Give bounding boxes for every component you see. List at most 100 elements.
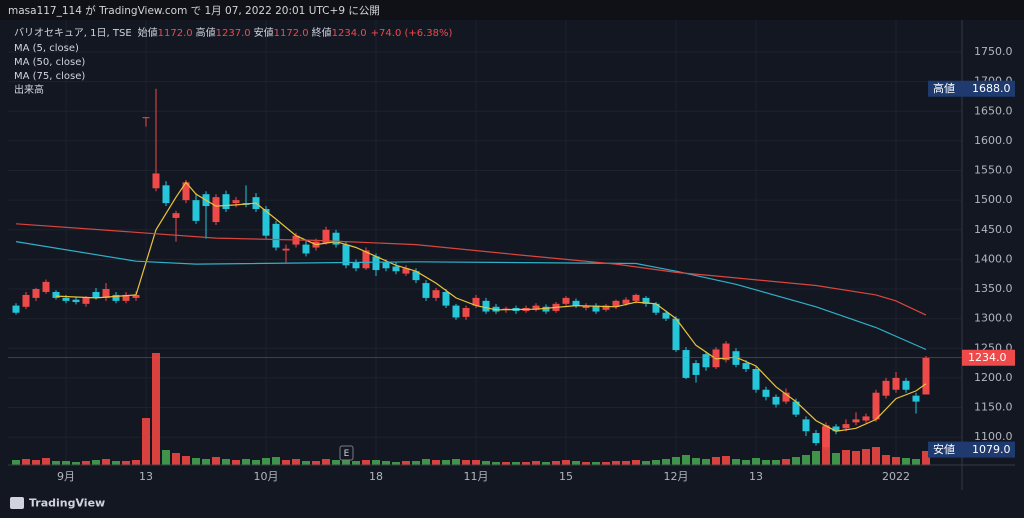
volume-bar (802, 455, 810, 465)
volume-bar (452, 459, 460, 465)
volume-bar (242, 459, 250, 465)
candle-body (542, 306, 550, 312)
volume-bar (112, 461, 120, 465)
candle-body (332, 232, 340, 245)
candle-body (592, 305, 600, 312)
x-tick-label: 10月 (254, 470, 279, 483)
volume-bar (362, 460, 370, 465)
candle-body (652, 303, 660, 313)
candle-body (92, 291, 100, 298)
candle-body (752, 369, 760, 390)
volume-bar (502, 462, 510, 465)
candle-body (102, 289, 110, 298)
volume-bar (432, 460, 440, 465)
price-label-value: 1079.0 (972, 443, 1011, 456)
volume-bar (162, 450, 170, 465)
y-tick-label: 1150.0 (974, 401, 1013, 414)
legend-value: 1234.0 (332, 28, 367, 39)
candle-body (72, 299, 80, 303)
volume-bar (382, 461, 390, 465)
candle-body (382, 262, 390, 269)
candle-body (122, 294, 130, 301)
legend-value: 1172.0 (274, 28, 309, 39)
volume-bar (792, 457, 800, 465)
volume-bar (562, 460, 570, 465)
candle-body (212, 197, 220, 223)
volume-bar (182, 456, 190, 465)
y-tick-label: 1550.0 (974, 164, 1013, 177)
volume-bar (92, 460, 100, 465)
volume-bar (842, 450, 850, 465)
candle-body (372, 256, 380, 271)
volume-bar (392, 462, 400, 465)
ma-line (55, 181, 927, 432)
volume-bar (482, 461, 490, 465)
volume-bar (632, 460, 640, 465)
candle-body (412, 271, 420, 281)
candle-body (402, 268, 410, 274)
volume-bar (492, 462, 500, 465)
candle-body (112, 294, 120, 301)
candle-body (642, 297, 650, 304)
volume-bar (372, 460, 380, 465)
brand-icon (10, 497, 24, 509)
candle-body (172, 213, 180, 218)
candle-body (472, 297, 480, 306)
legend-value-name: 高値 (196, 26, 216, 39)
candle-body (462, 307, 470, 317)
volume-bar (582, 462, 590, 465)
legend-value-name: 安値 (254, 26, 274, 39)
x-tick-label: 12月 (664, 470, 689, 483)
candle-body (892, 377, 900, 390)
x-tick-label: 18 (369, 470, 383, 483)
volume-bar (352, 461, 360, 465)
volume-bar (122, 461, 130, 465)
volume-bar (862, 449, 870, 465)
volume-bar (762, 460, 770, 465)
candle-body (672, 318, 680, 351)
volume-bar (332, 460, 340, 465)
x-tick-label: 15 (559, 470, 573, 483)
candles (12, 88, 930, 450)
x-tick-label: 13 (139, 470, 153, 483)
volume-bar (522, 462, 530, 465)
candle-body (762, 389, 770, 397)
price-label-box (928, 441, 1015, 458)
brand-text: TradingView (29, 497, 105, 510)
volume-bar (212, 457, 220, 465)
candle-body (842, 424, 850, 429)
candle-body (792, 401, 800, 415)
legend-value: 1237.0 (216, 28, 251, 39)
indicator-label: MA (5, close) (14, 43, 79, 54)
candle-body (682, 350, 690, 378)
candle-body (422, 283, 430, 298)
volume-bar (282, 460, 290, 465)
candle-body (702, 354, 710, 368)
candle-body (852, 419, 860, 423)
candle-body (322, 229, 330, 243)
candle-body (572, 300, 580, 306)
legend-value-name: 始値 (138, 26, 158, 39)
volume-bar (82, 461, 90, 465)
candle-body (662, 312, 670, 319)
candle-body (742, 363, 750, 370)
volume-bar (872, 447, 880, 465)
ma-lines (8, 181, 962, 432)
volume-bar (52, 461, 60, 465)
x-tick-label: 9月 (57, 470, 75, 483)
candle-body (822, 425, 830, 448)
volume-bar (252, 460, 260, 465)
candle-body (152, 173, 160, 189)
symbol: バリオセキュア, 1日, TSE (14, 27, 132, 39)
volume-bar (912, 459, 920, 465)
volume-bar (832, 453, 840, 465)
earnings-icon[interactable] (339, 445, 354, 461)
candle-body (272, 223, 280, 248)
volume-bar (172, 453, 180, 465)
volume-bar (132, 460, 140, 465)
candle-body (882, 380, 890, 396)
volume-bar (592, 462, 600, 465)
volume-bar (652, 460, 660, 465)
volume-bar (312, 461, 320, 465)
